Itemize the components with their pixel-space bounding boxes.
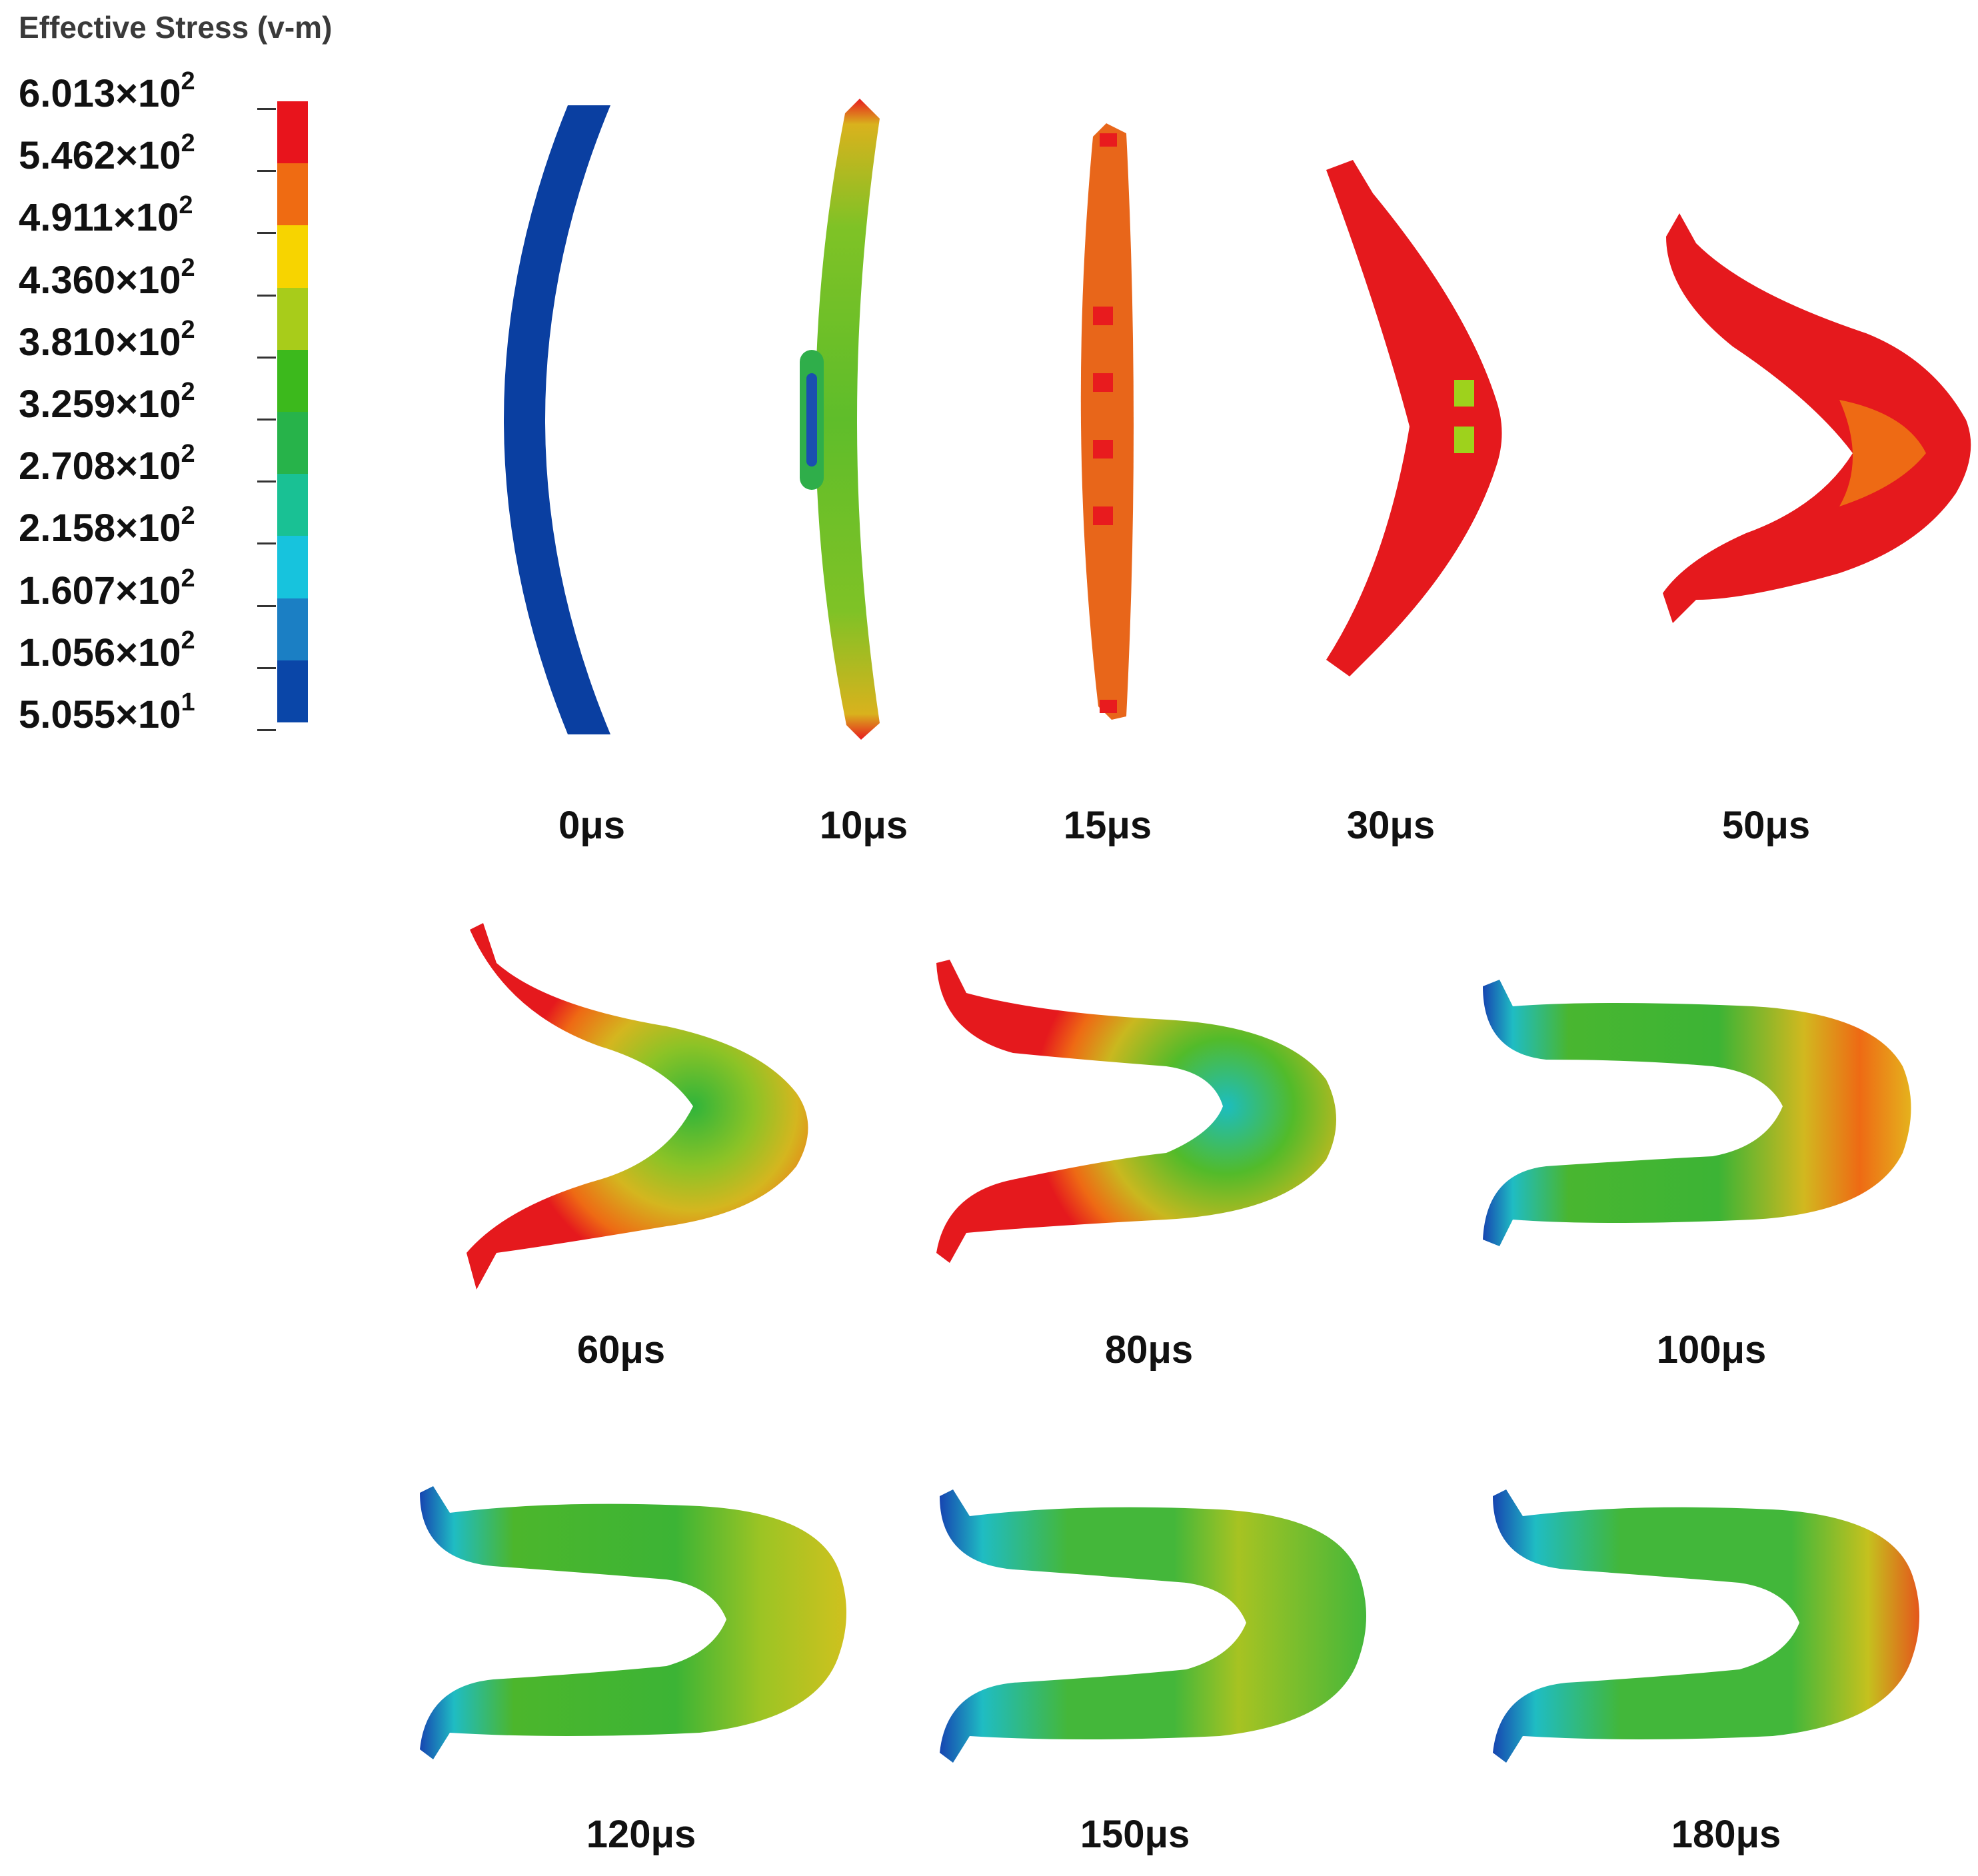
legend-level-exponent: 2 <box>181 564 195 592</box>
legend-level-label: 2.158×102 <box>19 503 195 550</box>
color-bar-segment <box>277 349 308 412</box>
legend-tick <box>257 294 276 297</box>
frame-15us-shape <box>1080 123 1134 720</box>
frame-label-100us: 100μs <box>1656 1328 1767 1372</box>
legend-tick <box>257 480 276 483</box>
legend-tick <box>257 356 276 359</box>
frame-60us-shape <box>467 923 808 1290</box>
frame-label-15us: 15μs <box>1063 804 1152 847</box>
frame-30us-shape <box>1326 160 1502 676</box>
legend-level-exponent: 2 <box>181 378 195 406</box>
legend-level-mantissa: 6.013×10 <box>19 72 181 115</box>
legend-level-exponent: 2 <box>181 315 195 344</box>
legend-tick <box>257 666 276 669</box>
legend-level-exponent: 1 <box>181 688 195 716</box>
legend-level-mantissa: 1.607×10 <box>19 568 181 612</box>
frame-100us-shape <box>1483 980 1911 1246</box>
frame-label-50us: 50μs <box>1721 804 1811 847</box>
frame-label-150us: 150μs <box>1080 1813 1190 1856</box>
frame-label-80us: 80μs <box>1104 1328 1194 1372</box>
legend-tick <box>257 419 276 421</box>
frame-50us-shape <box>1663 213 1971 623</box>
legend-level-mantissa: 3.810×10 <box>19 320 181 364</box>
legend-level-exponent: 2 <box>181 129 195 158</box>
legend-level-label: 1.056×102 <box>19 628 195 674</box>
legend-level-mantissa: 3.259×10 <box>19 383 181 426</box>
legend-level-exponent: 2 <box>181 626 195 654</box>
legend-tick <box>257 729 276 731</box>
legend-level-label: 3.810×102 <box>19 317 195 364</box>
frame-label-60us: 60μs <box>576 1328 666 1372</box>
legend-level-label: 5.462×102 <box>19 131 195 178</box>
frame-120us-shape <box>420 1486 846 1759</box>
legend-tick <box>257 542 276 545</box>
color-bar-segment <box>277 474 308 536</box>
legend-level-exponent: 2 <box>179 191 193 220</box>
legend-level-label: 4.911×102 <box>19 193 193 240</box>
frame-80us-shape <box>936 960 1336 1263</box>
legend-level-mantissa: 4.360×10 <box>19 258 181 302</box>
legend-level-label: 3.259×102 <box>19 379 195 426</box>
legend-tick <box>257 170 276 173</box>
frame-label-10us: 10μs <box>819 804 908 847</box>
legend-level-exponent: 2 <box>181 253 195 282</box>
frame-label-120us: 120μs <box>586 1813 696 1856</box>
color-bar-segment <box>277 287 308 350</box>
frame-150us-shape <box>940 1489 1366 1763</box>
legend-level-exponent: 2 <box>181 67 195 95</box>
legend-tick <box>257 108 276 110</box>
frame-0us-shape <box>504 105 610 734</box>
color-bar-segment <box>277 660 308 722</box>
legend-tick <box>257 604 276 607</box>
legend-level-mantissa: 5.055×10 <box>19 693 181 736</box>
legend-level-label: 4.360×102 <box>19 255 195 302</box>
legend-tick <box>257 232 276 235</box>
legend-level-label: 2.708×102 <box>19 441 195 488</box>
legend-level-mantissa: 5.462×10 <box>19 134 181 178</box>
frame-180us-shape <box>1493 1489 1919 1763</box>
legend-level-exponent: 2 <box>181 440 195 469</box>
legend-title: Effective Stress (v-m) <box>19 10 333 45</box>
color-bar-segment <box>277 536 308 598</box>
frame-label-0us: 0μs <box>558 804 625 847</box>
color-bar-segment <box>277 225 308 288</box>
legend-level-mantissa: 2.158×10 <box>19 506 181 550</box>
color-bar-segment <box>277 101 308 164</box>
legend-level-mantissa: 2.708×10 <box>19 445 181 488</box>
legend-level-label: 1.607×102 <box>19 566 195 612</box>
frame-label-180us: 180μs <box>1671 1813 1781 1856</box>
color-bar-segment <box>277 598 308 660</box>
legend-level-label: 5.055×101 <box>19 690 195 736</box>
color-bar-segment <box>277 411 308 474</box>
frame-10us-shape <box>800 99 880 740</box>
legend-level-mantissa: 1.056×10 <box>19 630 181 674</box>
legend-level-label: 6.013×102 <box>19 69 195 115</box>
color-bar <box>277 101 308 722</box>
frame-label-30us: 30μs <box>1346 804 1436 847</box>
color-bar-segment <box>277 163 308 226</box>
legend-level-exponent: 2 <box>181 502 195 530</box>
legend-level-mantissa: 4.911×10 <box>19 196 179 240</box>
